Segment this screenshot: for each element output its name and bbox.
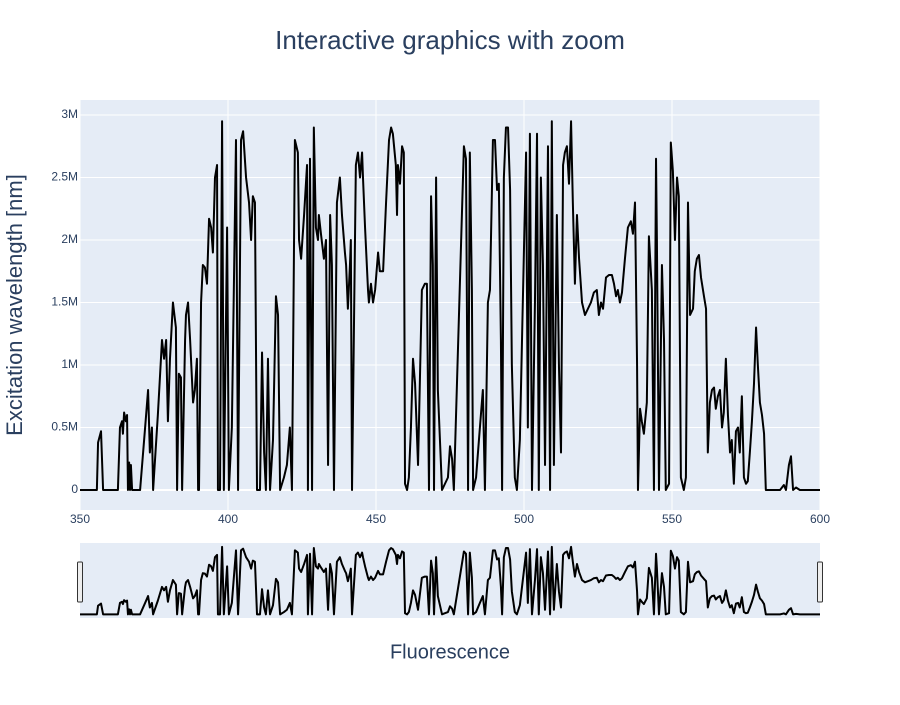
y-tick-label: 1.5M <box>51 295 78 309</box>
y-tick-label: 1M <box>61 357 78 371</box>
x-tick-label: 600 <box>810 512 830 526</box>
plot-background <box>80 100 820 510</box>
traces <box>80 120 820 616</box>
y-tick-label: 0.5M <box>51 420 78 434</box>
grid <box>79 100 821 510</box>
x-tick-label: 550 <box>662 512 682 526</box>
chart-title: Interactive graphics with zoom <box>275 25 625 55</box>
rangeslider-handle[interactable] <box>77 561 83 603</box>
y-tick-label: 3M <box>61 107 78 121</box>
y-tick-label: 2M <box>61 232 78 246</box>
x-axis-title: Fluorescence <box>390 641 510 663</box>
line <box>80 120 820 491</box>
rangeslider-line <box>80 545 820 616</box>
rangeslider-handle[interactable] <box>817 561 823 603</box>
y-tick-label: 2.5M <box>51 170 78 184</box>
x-tick-label: 400 <box>218 512 238 526</box>
x-tick-label: 350 <box>70 512 90 526</box>
x-tick-label: 450 <box>366 512 386 526</box>
y-tick-label: 0 <box>71 482 78 496</box>
y-axis-title: Excitation wavelength [nm] <box>2 174 27 436</box>
x-tick-label: 500 <box>514 512 534 526</box>
